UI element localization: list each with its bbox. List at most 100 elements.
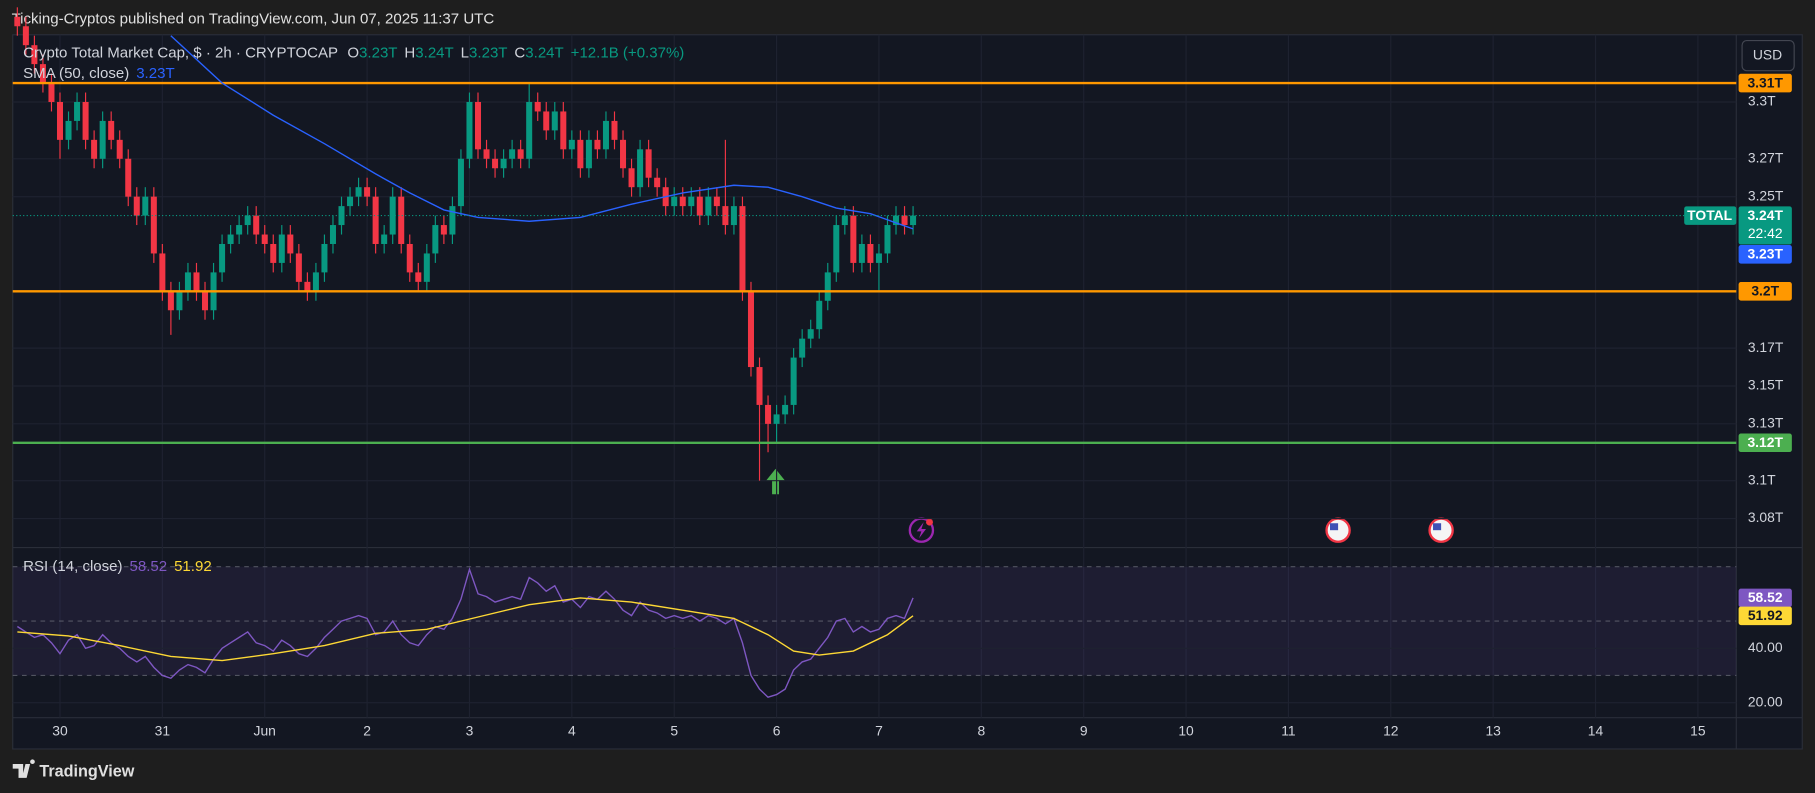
flag-canton[interactable]	[1433, 523, 1442, 531]
price-label: 51.92	[1748, 607, 1783, 623]
x-tick-label: 3	[466, 722, 474, 738]
candle-body	[611, 120, 618, 140]
event-bolt[interactable]	[916, 522, 927, 539]
symbol-label: TOTAL	[1687, 207, 1732, 223]
series-line	[170, 35, 914, 230]
candle-body	[176, 291, 183, 311]
candle-body	[449, 206, 456, 235]
candle-body	[14, 16, 21, 27]
logo-text[interactable]: TradingView	[39, 762, 134, 780]
bounce-arrow	[766, 468, 785, 495]
currency-button-box[interactable]	[1741, 39, 1795, 72]
x-tick-label: 30	[52, 722, 68, 738]
candle-body	[688, 196, 695, 207]
candle-body	[142, 196, 149, 216]
candle-body	[816, 300, 823, 330]
publisher-line: Ticking-Cryptos published on TradingView…	[12, 11, 495, 28]
candle-body	[492, 158, 499, 169]
candle-body	[509, 149, 516, 159]
x-tick-label: 5	[670, 722, 678, 738]
change-value: +12.1B (+0.37%)	[571, 44, 685, 61]
candle-body	[713, 196, 720, 207]
candle-body	[440, 225, 447, 235]
rsi-legend: RSI (14, close) 58.52 51.92	[23, 558, 212, 575]
x-tick-label: 6	[773, 722, 781, 738]
x-tick-label: 14	[1588, 722, 1604, 738]
candle-body	[295, 253, 302, 282]
candle-body	[782, 404, 789, 415]
price-label-box	[1738, 588, 1792, 608]
candle-body	[48, 83, 55, 102]
candle-body	[892, 215, 900, 226]
y-tick-label: 3.25T	[1748, 187, 1784, 203]
flag-canton[interactable]	[1329, 523, 1339, 531]
candle-body	[244, 215, 251, 226]
event-dot[interactable]	[926, 518, 933, 526]
candle-body	[457, 158, 464, 207]
ohlc-value: 3.24T	[415, 44, 453, 61]
candle-body	[432, 225, 439, 254]
ohlc-value: 3.23T	[469, 44, 507, 61]
candle-body	[858, 243, 865, 263]
chart-legend: Crypto Total Market Cap, $ · 2h · CRYPTO…	[23, 44, 684, 61]
candle-body	[312, 272, 319, 292]
rsi-value: 58.52	[130, 558, 168, 575]
price-label: 3.2T	[1751, 283, 1779, 299]
x-tick-label: 4	[568, 722, 576, 738]
price-label: 3.31T	[1747, 74, 1783, 90]
candle-body	[705, 196, 712, 216]
currency-button[interactable]: USD	[1741, 39, 1795, 72]
candle-body	[133, 196, 140, 216]
candle-body	[193, 272, 200, 292]
candle-body	[679, 196, 686, 207]
rsi-title: RSI (14, close)	[23, 558, 122, 575]
last-price-label: 3.24T	[1747, 207, 1783, 223]
y-tick-label: 3.13T	[1748, 415, 1784, 431]
ohlc-key: O	[347, 44, 359, 61]
price-label-box	[1738, 73, 1792, 93]
y-tick-label: 3.08T	[1748, 509, 1784, 525]
candle-body	[884, 225, 891, 254]
price-label-box	[1738, 245, 1792, 264]
tradingview-logo[interactable]: TradingView	[12, 759, 135, 780]
x-tick-label: 15	[1690, 722, 1706, 738]
x-tick-label: 8	[977, 722, 985, 738]
ohlc-key: L	[461, 44, 469, 61]
candle-body	[415, 272, 422, 282]
candle-body	[389, 196, 396, 235]
y-tick-label: 3.3T	[1748, 93, 1776, 109]
event-icon[interactable]	[908, 517, 935, 543]
ohlc-key: C	[514, 44, 525, 61]
ohlc-value: 3.24T	[525, 44, 563, 61]
candle-body	[82, 101, 89, 140]
candle-body	[22, 26, 29, 46]
candle-body	[867, 243, 874, 263]
y-tick-label: 3.27T	[1748, 149, 1784, 165]
price-label: 3.12T	[1747, 434, 1783, 450]
candle-body	[756, 367, 763, 405]
us-event-icon[interactable]	[1325, 517, 1351, 543]
y-tick-label: 20.00	[1748, 693, 1783, 709]
candle-body	[696, 196, 703, 216]
candle-body	[99, 120, 106, 159]
candle-body	[483, 149, 490, 159]
candle-body	[355, 187, 362, 197]
candle-body	[534, 101, 541, 112]
candle-body	[824, 272, 831, 301]
x-tick-label: 10	[1178, 722, 1194, 738]
candle-body	[261, 234, 268, 244]
currency-label[interactable]: USD	[1753, 46, 1782, 62]
ohlc-value: 3.23T	[359, 44, 397, 61]
candle-body	[31, 45, 38, 65]
candle-body	[108, 120, 115, 140]
us-event-icon[interactable]	[1428, 517, 1454, 543]
logo-mark[interactable]	[12, 759, 35, 778]
rsi-value: 51.92	[174, 558, 212, 575]
candle-body	[620, 139, 627, 169]
x-tick-label: 12	[1383, 722, 1399, 738]
candle-body	[253, 215, 260, 235]
candle-body	[219, 243, 226, 273]
chart-title: Crypto Total Market Cap, $ · 2h · CRYPTO…	[23, 44, 338, 61]
candle-body	[517, 149, 524, 159]
candle-body	[850, 215, 857, 263]
